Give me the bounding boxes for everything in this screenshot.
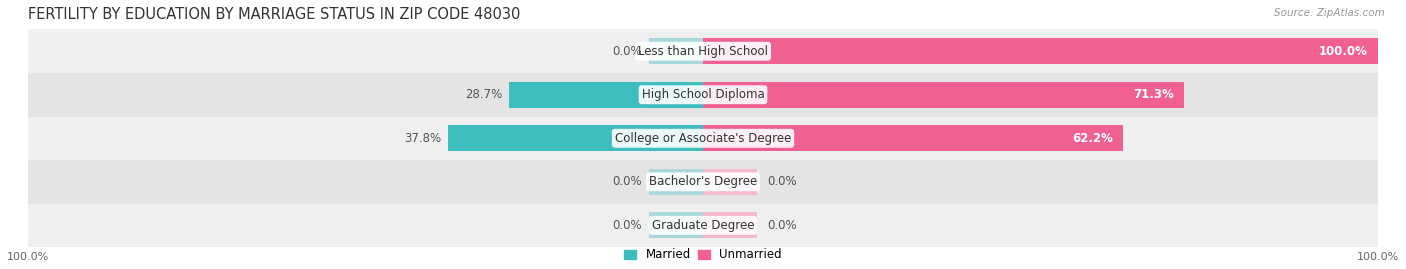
Bar [703, 169, 756, 195]
Text: Source: ZipAtlas.com: Source: ZipAtlas.com [1274, 8, 1385, 18]
Text: College or Associate's Degree: College or Associate's Degree [614, 132, 792, 145]
Text: Less than High School: Less than High School [638, 45, 768, 58]
Bar [703, 38, 1378, 64]
Text: 71.3%: 71.3% [1133, 88, 1174, 101]
Text: 37.8%: 37.8% [404, 132, 441, 145]
Text: Bachelor's Degree: Bachelor's Degree [650, 175, 756, 188]
Bar [509, 82, 703, 108]
Bar [703, 82, 1184, 108]
Bar [703, 125, 1123, 151]
Text: 0.0%: 0.0% [613, 45, 643, 58]
Text: High School Diploma: High School Diploma [641, 88, 765, 101]
Text: 0.0%: 0.0% [768, 219, 797, 232]
Text: 0.0%: 0.0% [768, 175, 797, 188]
Text: 0.0%: 0.0% [613, 219, 643, 232]
Text: 28.7%: 28.7% [465, 88, 502, 101]
Text: FERTILITY BY EDUCATION BY MARRIAGE STATUS IN ZIP CODE 48030: FERTILITY BY EDUCATION BY MARRIAGE STATU… [28, 7, 520, 22]
Bar [449, 125, 703, 151]
Bar [650, 212, 703, 238]
Bar [28, 160, 1378, 204]
Bar [28, 29, 1378, 73]
Text: Graduate Degree: Graduate Degree [652, 219, 754, 232]
Bar [28, 73, 1378, 116]
Bar [650, 38, 703, 64]
Text: 62.2%: 62.2% [1071, 132, 1112, 145]
Text: 100.0%: 100.0% [1319, 45, 1368, 58]
Legend: Married, Unmarried: Married, Unmarried [624, 248, 782, 261]
Bar [703, 212, 756, 238]
Text: 0.0%: 0.0% [613, 175, 643, 188]
Bar [28, 204, 1378, 247]
Bar [28, 116, 1378, 160]
Bar [650, 169, 703, 195]
